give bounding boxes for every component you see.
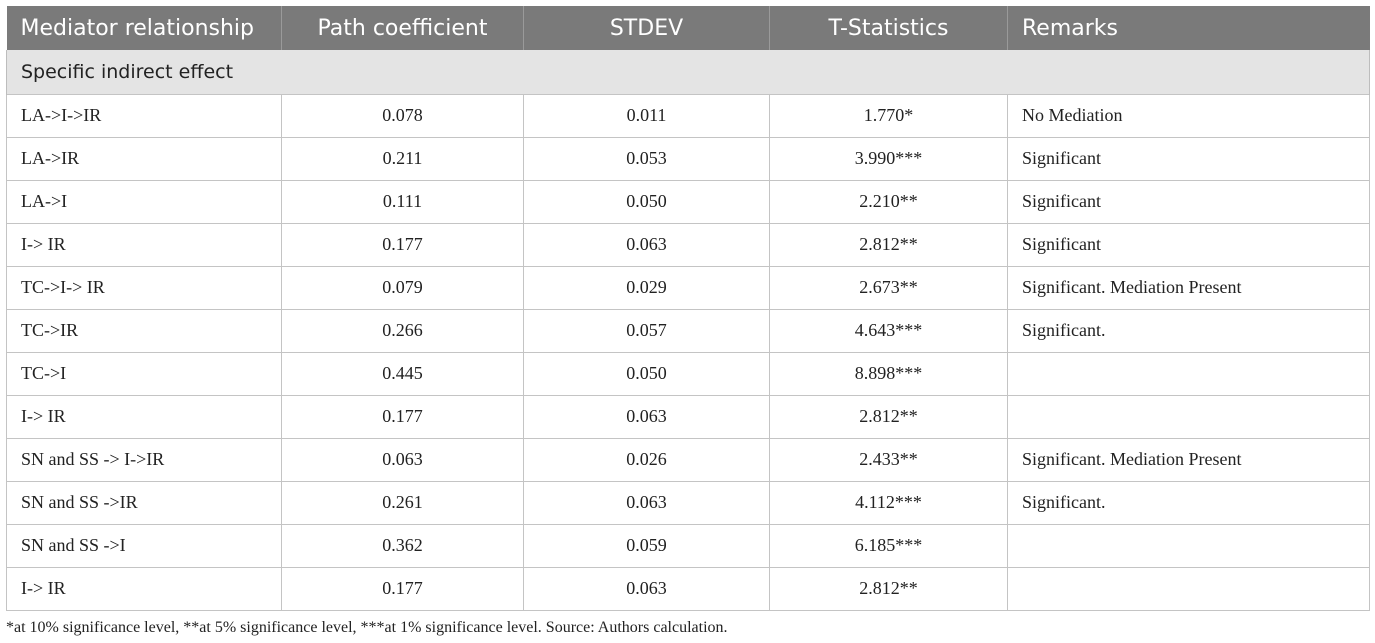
cell-path-coefficient: 0.266 [281,308,524,353]
cell-t-statistics: 6.185*** [769,523,1008,568]
cell-remarks: Significant [1007,179,1370,224]
cell-mediator-relationship: SN and SS ->I [6,523,282,568]
cell-stdev: 0.050 [523,179,770,224]
cell-mediator-relationship: SN and SS -> I->IR [6,437,282,482]
cell-path-coefficient: 0.111 [281,179,524,224]
cell-path-coefficient: 0.079 [281,265,524,310]
cell-remarks: Significant. Mediation Present [1007,265,1370,310]
cell-t-statistics: 2.812** [769,566,1008,611]
section-row: Specific indirect effect [6,50,1370,94]
cell-path-coefficient: 0.177 [281,566,524,611]
cell-remarks: Significant. [1007,480,1370,525]
cell-mediator-relationship: I-> IR [6,222,282,267]
cell-mediator-relationship: I-> IR [6,394,282,439]
cell-path-coefficient: 0.362 [281,523,524,568]
cell-path-coefficient: 0.261 [281,480,524,525]
mediation-table: Mediator relationship Path coefficient S… [6,6,1370,611]
cell-path-coefficient: 0.177 [281,394,524,439]
cell-stdev: 0.063 [523,480,770,525]
cell-stdev: 0.011 [523,93,770,138]
cell-t-statistics: 2.433** [769,437,1008,482]
table-row: SN and SS -> I->IR 0.063 0.026 2.433** Signi… [6,437,1370,482]
cell-mediator-relationship: LA->I->IR [6,93,282,138]
cell-t-statistics: 2.812** [769,394,1008,439]
cell-t-statistics: 2.812** [769,222,1008,267]
cell-stdev: 0.063 [523,566,770,611]
header-stdev: STDEV [523,6,770,50]
cell-stdev: 0.057 [523,308,770,353]
cell-mediator-relationship: LA->IR [6,136,282,181]
cell-stdev: 0.050 [523,351,770,396]
table-row: TC->I-> IR 0.079 0.029 2.673** Significant. … [6,265,1370,310]
cell-remarks: Significant [1007,222,1370,267]
cell-remarks [1007,523,1370,568]
cell-path-coefficient: 0.445 [281,351,524,396]
cell-path-coefficient: 0.078 [281,93,524,138]
cell-t-statistics: 3.990*** [769,136,1008,181]
header-t-statistics: T-Statistics [769,6,1008,50]
cell-mediator-relationship: SN and SS ->IR [6,480,282,525]
cell-remarks: Significant [1007,136,1370,181]
header-remarks: Remarks [1007,6,1370,50]
table-row: SN and SS ->IR 0.261 0.063 4.112*** Signific… [6,480,1370,525]
cell-path-coefficient: 0.177 [281,222,524,267]
table-header-row: Mediator relationship Path coefficient S… [6,6,1370,50]
cell-t-statistics: 2.210** [769,179,1008,224]
table-row: TC->I 0.445 0.050 8.898*** [6,351,1370,396]
cell-stdev: 0.029 [523,265,770,310]
cell-t-statistics: 1.770* [769,93,1008,138]
cell-t-statistics: 4.112*** [769,480,1008,525]
cell-path-coefficient: 0.211 [281,136,524,181]
cell-remarks: Significant. Mediation Present [1007,437,1370,482]
cell-mediator-relationship: TC->I-> IR [6,265,282,310]
table-footnote: *at 10% significance level, **at 5% sign… [6,619,728,636]
table-row: I-> IR 0.177 0.063 2.812** Significant [6,222,1370,267]
cell-t-statistics: 2.673** [769,265,1008,310]
cell-mediator-relationship: I-> IR [6,566,282,611]
table-row: SN and SS ->I 0.362 0.059 6.185*** [6,523,1370,568]
cell-remarks: Significant. [1007,308,1370,353]
table-row: TC->IR 0.266 0.057 4.643*** Significant. [6,308,1370,353]
cell-stdev: 0.059 [523,523,770,568]
table-row: I-> IR 0.177 0.063 2.812** [6,394,1370,439]
cell-path-coefficient: 0.063 [281,437,524,482]
cell-stdev: 0.063 [523,394,770,439]
cell-mediator-relationship: TC->IR [6,308,282,353]
cell-remarks [1007,394,1370,439]
cell-remarks: No Mediation [1007,93,1370,138]
cell-stdev: 0.063 [523,222,770,267]
table-row: I-> IR 0.177 0.063 2.812** [6,566,1370,611]
cell-remarks [1007,566,1370,611]
header-path-coefficient: Path coefficient [281,6,524,50]
cell-mediator-relationship: LA->I [6,179,282,224]
cell-remarks [1007,351,1370,396]
table-row: LA->I 0.111 0.050 2.210** Significant [6,179,1370,224]
table-row: LA->I->IR 0.078 0.011 1.770* No Mediation [6,93,1370,138]
table-row: LA->IR 0.211 0.053 3.990*** Significant [6,136,1370,181]
cell-t-statistics: 8.898*** [769,351,1008,396]
header-mediator-relationship: Mediator relationship [6,6,282,50]
mediation-table-container: Mediator relationship Path coefficient S… [6,6,1370,611]
section-label: Specific indirect effect [6,50,1370,94]
cell-stdev: 0.026 [523,437,770,482]
cell-mediator-relationship: TC->I [6,351,282,396]
cell-stdev: 0.053 [523,136,770,181]
cell-t-statistics: 4.643*** [769,308,1008,353]
